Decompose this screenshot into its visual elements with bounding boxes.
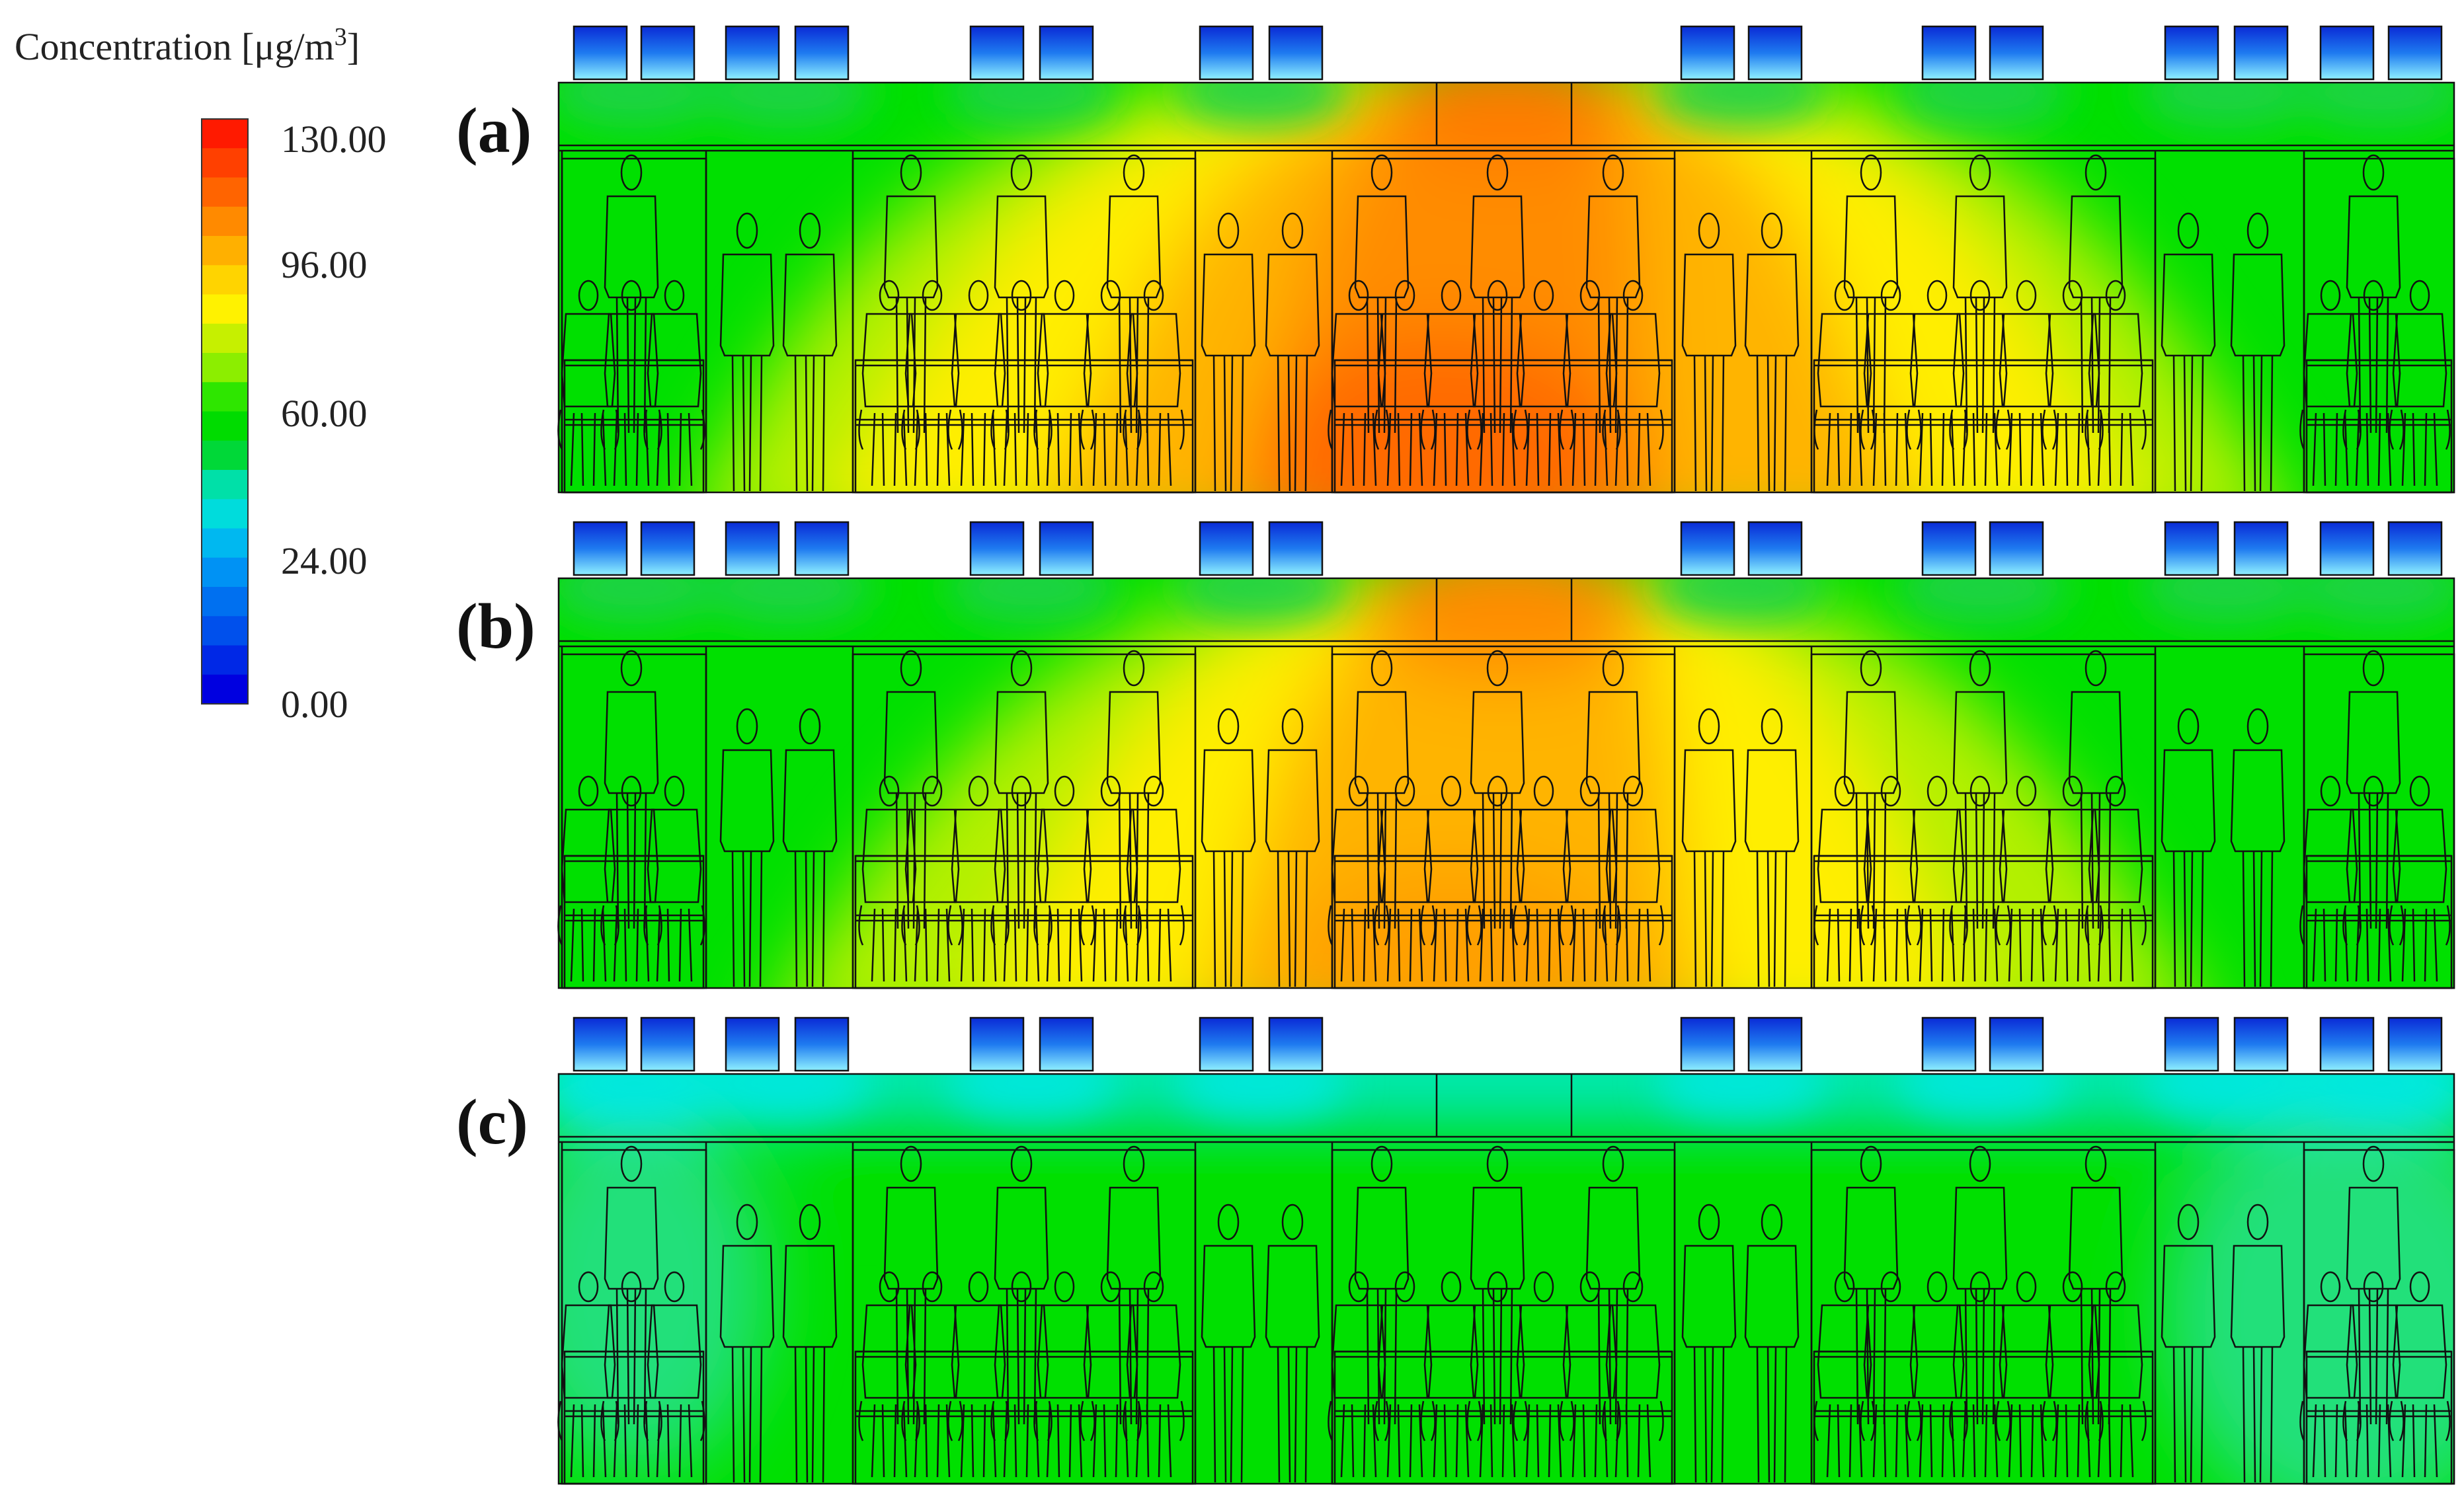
diffuser	[574, 26, 627, 79]
legend-band	[202, 470, 248, 500]
legend-tick-label: 130.00	[281, 118, 387, 161]
diffuser	[1749, 522, 1802, 575]
air-diffusers	[574, 1018, 2442, 1071]
panel-high: (a)	[456, 26, 2464, 572]
air-diffusers	[574, 26, 2442, 79]
legend-band	[202, 324, 248, 354]
diffuser	[641, 26, 694, 79]
diffuser	[971, 1018, 1023, 1071]
legend-band	[202, 616, 248, 646]
diffuser	[795, 522, 848, 575]
diffuser	[795, 26, 848, 79]
legend-band	[202, 441, 248, 471]
legend-tick-labels: 130.00 96.00 60.00 24.00 0.00	[281, 118, 387, 726]
diffuser	[2235, 1018, 2287, 1071]
diffuser	[2165, 26, 2218, 79]
diffuser	[2321, 1018, 2373, 1071]
diffuser	[1269, 26, 1322, 79]
legend-band	[202, 382, 248, 412]
diffuser	[971, 522, 1023, 575]
diffuser	[1269, 1018, 1322, 1071]
diffuser	[2235, 522, 2287, 575]
diffuser	[2321, 26, 2373, 79]
diffuser	[2235, 26, 2287, 79]
diffuser	[1681, 1018, 1734, 1071]
diffuser	[971, 26, 1023, 79]
diffuser	[1923, 26, 1975, 79]
diffuser	[1990, 26, 2043, 79]
diffuser	[1200, 26, 1253, 79]
legend-band	[202, 119, 248, 149]
diffuser	[1040, 522, 1093, 575]
legend-tick-label: 24.00	[281, 539, 368, 582]
legend-band	[202, 178, 248, 208]
legend-band	[202, 558, 248, 588]
diffuser	[1923, 1018, 1975, 1071]
diffuser	[641, 522, 694, 575]
diffuser	[1681, 522, 1734, 575]
diffuser	[1681, 26, 1734, 79]
panel-label: (b)	[456, 591, 536, 662]
panel-low: (c)	[456, 1018, 2464, 1488]
diffuser	[726, 522, 779, 575]
panel-label: (a)	[456, 95, 532, 167]
legend-band	[202, 529, 248, 558]
legend-tick-label: 96.00	[281, 243, 368, 286]
legend-band	[202, 499, 248, 529]
diffuser	[795, 1018, 848, 1071]
diffuser	[2321, 522, 2373, 575]
diffuser	[2165, 522, 2218, 575]
diffuser	[1749, 1018, 1802, 1071]
legend-band	[202, 148, 248, 178]
diffuser	[1749, 26, 1802, 79]
diffuser	[1040, 1018, 1093, 1071]
legend-band	[202, 353, 248, 383]
legend-tick-label: 60.00	[281, 392, 368, 435]
legend-band	[202, 675, 248, 705]
legend-color-bar	[202, 119, 248, 705]
diffuser	[726, 26, 779, 79]
panels: (a) (b) (c)	[456, 26, 2464, 1488]
panel-label: (c)	[456, 1087, 528, 1158]
color-legend: Concentration [μg/m3] 130.00 96.00 60.00 24…	[15, 23, 387, 726]
legend-band	[202, 207, 248, 237]
diffuser	[726, 1018, 779, 1071]
legend-band	[202, 236, 248, 266]
diffuser	[1990, 1018, 2043, 1071]
diffuser	[1990, 522, 2043, 575]
diffuser	[1200, 1018, 1253, 1071]
legend-title: Concentration [μg/m3]	[15, 23, 360, 68]
legend-band	[202, 412, 248, 441]
panel-medium: (b)	[456, 522, 2464, 1061]
diffuser	[1200, 522, 1253, 575]
diffuser	[2389, 1018, 2442, 1071]
diffuser	[1040, 26, 1093, 79]
legend-band	[202, 587, 248, 617]
diffuser	[574, 522, 627, 575]
diffuser	[641, 1018, 694, 1071]
diffuser	[2389, 26, 2442, 79]
legend-band	[202, 265, 248, 295]
diffuser	[1923, 522, 1975, 575]
diffuser	[2165, 1018, 2218, 1071]
diffuser	[574, 1018, 627, 1071]
legend-tick-label: 0.00	[281, 683, 348, 726]
air-diffusers	[574, 522, 2442, 575]
diffuser	[2389, 522, 2442, 575]
legend-band	[202, 646, 248, 675]
legend-band	[202, 295, 248, 325]
diffuser	[1269, 522, 1322, 575]
